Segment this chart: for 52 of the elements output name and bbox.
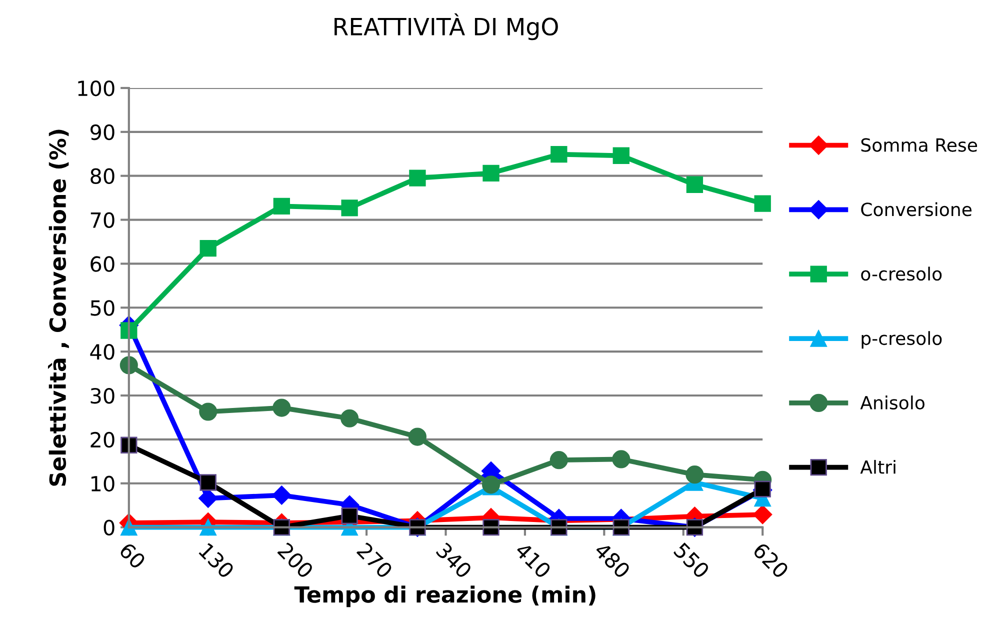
x-tick-label: 130: [198, 542, 235, 580]
y-tick-label: 90: [90, 124, 114, 140]
point: [341, 508, 358, 524]
point: [550, 146, 568, 163]
y-tick-label: 80: [90, 168, 114, 184]
point: [272, 486, 292, 505]
legend-label: Altri: [860, 460, 896, 474]
legend-label: Somma Rese: [861, 138, 978, 152]
y-tick-label: 30: [90, 388, 114, 404]
point: [686, 176, 704, 193]
chart-title: REATTIVITÀ DI MgO: [334, 13, 558, 40]
x-tick-label: 480: [593, 541, 632, 580]
point: [754, 195, 771, 212]
x-tick-label: 410: [514, 541, 552, 580]
legend-label: o-cresolo: [861, 266, 942, 281]
legend-label: p-cresolo: [862, 331, 942, 349]
point: [612, 147, 630, 164]
y-tick-label: 40: [90, 344, 114, 360]
point: [686, 466, 704, 484]
x-tick-label: 270: [356, 542, 394, 580]
point: [408, 428, 426, 446]
point: [199, 402, 218, 421]
x-tick-label: 620: [752, 542, 790, 580]
point: [340, 409, 359, 428]
point: [753, 505, 772, 524]
point: [200, 474, 216, 491]
y-tick-label: 0: [104, 520, 114, 536]
point: [482, 164, 500, 182]
point: [200, 240, 216, 257]
x-axis-title: Tempo di reazione (min): [294, 586, 596, 608]
point: [273, 198, 290, 214]
point: [120, 436, 138, 454]
point: [612, 450, 630, 468]
legend-label: Anisolo: [860, 396, 924, 410]
y-axis-title: Selettività , Conversione (%): [48, 130, 69, 486]
y-tick-label: 60: [90, 256, 114, 272]
y-tick-label: 100: [78, 80, 114, 96]
y-tick-label: 20: [90, 432, 114, 448]
x-tick-label: 60: [118, 542, 146, 570]
point: [272, 398, 291, 417]
point: [550, 451, 568, 470]
x-tick-label: 340: [435, 542, 473, 580]
point: [754, 480, 771, 498]
y-tick-label: 70: [90, 212, 114, 228]
y-tick-label: 50: [90, 300, 114, 316]
x-tick-label: 550: [673, 542, 710, 580]
point: [341, 200, 358, 216]
y-tick-label: 10: [91, 476, 114, 492]
legend-label: Conversione: [861, 202, 972, 216]
point: [198, 488, 218, 508]
x-tick-label: 200: [277, 542, 314, 580]
point: [409, 170, 426, 186]
